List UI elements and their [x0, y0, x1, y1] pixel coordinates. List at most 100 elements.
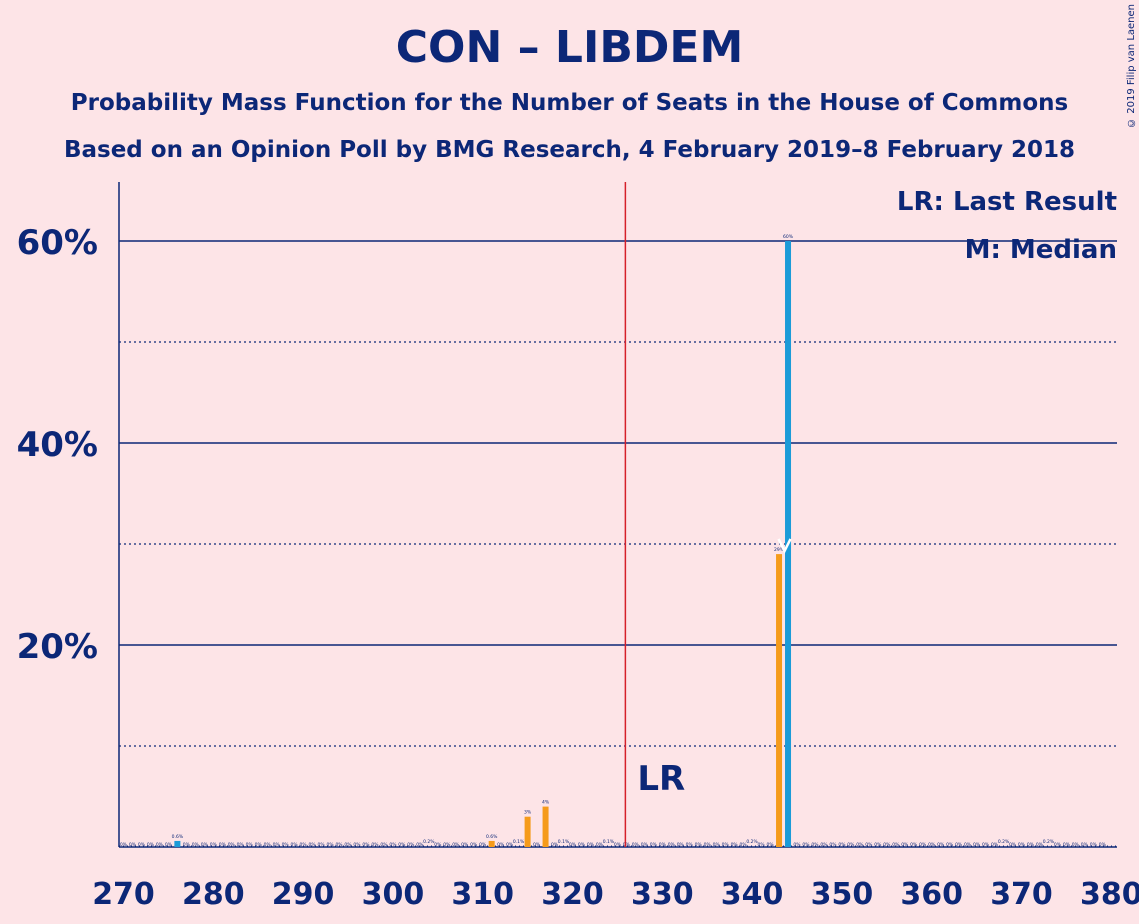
zero-label: 0%: [1036, 842, 1044, 848]
zero-label: 0%: [569, 842, 577, 848]
zero-label: 0%: [964, 842, 972, 848]
zero-label: 0%: [668, 842, 676, 848]
zero-label: 0%: [317, 842, 325, 848]
zero-label: 0%: [210, 842, 218, 848]
x-tick-label: 370: [990, 877, 1053, 912]
bar-con-311: [488, 840, 495, 847]
x-tick-label: 350: [811, 877, 874, 912]
zero-label: 0%: [587, 842, 595, 848]
zero-label: 0%: [811, 842, 819, 848]
zero-label: 0%: [1054, 842, 1062, 848]
zero-label: 0%: [847, 842, 855, 848]
zero-label: 0%: [138, 842, 146, 848]
zero-label: 0%: [883, 842, 891, 848]
x-tick-label: 340: [721, 877, 784, 912]
zero-label: 0%: [946, 842, 954, 848]
zero-label: 0%: [793, 842, 801, 848]
zero-label: 0%: [740, 842, 748, 848]
y-tick-label: 40%: [17, 425, 98, 465]
zero-label: 0%: [300, 842, 308, 848]
zero-label: 0%: [686, 842, 694, 848]
bar-value-label: 0.6%: [172, 834, 184, 840]
zero-label: 0%: [129, 842, 137, 848]
zero-label: 0%: [1099, 842, 1107, 848]
zero-label: 0%: [838, 842, 846, 848]
zero-label: 0%: [291, 842, 299, 848]
zero-label: 0%: [183, 842, 191, 848]
zero-label: 0%: [219, 842, 227, 848]
y-tick-label: 60%: [17, 223, 98, 263]
zero-label: 0%: [434, 842, 442, 848]
small-value-label: 0.2%: [998, 839, 1010, 845]
zero-label: 0%: [614, 842, 622, 848]
zero-label: 0%: [650, 842, 658, 848]
zero-label: 0%: [722, 842, 730, 848]
zero-label: 0%: [623, 842, 631, 848]
zero-label: 0%: [892, 842, 900, 848]
bar-con-315: [524, 816, 531, 847]
last-result-label: LR: [637, 759, 685, 799]
zero-label: 0%: [731, 842, 739, 848]
zero-label: 0%: [910, 842, 918, 848]
legend-last-result: LR: Last Result: [897, 187, 1117, 217]
zero-label: 0%: [398, 842, 406, 848]
small-value-label: 0.2%: [1043, 839, 1055, 845]
zero-label: 0%: [165, 842, 173, 848]
y-tick-label: 20%: [17, 627, 98, 667]
zero-label: 0%: [901, 842, 909, 848]
x-tick-label: 300: [362, 877, 425, 912]
x-tick-label: 330: [631, 877, 694, 912]
zero-label: 0%: [228, 842, 236, 848]
zero-label: 0%: [120, 842, 128, 848]
zero-label: 0%: [937, 842, 945, 848]
zero-label: 0%: [362, 842, 370, 848]
bar-libdem-276: [174, 840, 181, 847]
small-value-label: 0.2%: [746, 839, 758, 845]
zero-label: 0%: [264, 842, 272, 848]
zero-label: 0%: [479, 842, 487, 848]
bar-con-317: [542, 806, 549, 847]
zero-label: 0%: [820, 842, 828, 848]
zero-label: 0%: [353, 842, 361, 848]
zero-label: 0%: [677, 842, 685, 848]
bar-value-label: 3%: [524, 810, 532, 816]
bar-value-label: 60%: [783, 234, 794, 240]
zero-label: 0%: [273, 842, 281, 848]
legend-median: M: Median: [965, 235, 1117, 265]
zero-label: 0%: [802, 842, 810, 848]
chart-title: CON – LIBDEM: [395, 22, 744, 73]
zero-label: 0%: [237, 842, 245, 848]
x-tick-label: 280: [182, 877, 245, 912]
bar-value-label: 29%: [774, 547, 785, 553]
zero-label: 0%: [1009, 842, 1017, 848]
zero-label: 0%: [201, 842, 209, 848]
zero-label: 0%: [407, 842, 415, 848]
zero-label: 0%: [470, 842, 478, 848]
x-tick-label: 320: [541, 877, 604, 912]
zero-label: 0%: [192, 842, 200, 848]
bar-con-343: [776, 554, 783, 847]
zero-label: 0%: [533, 842, 541, 848]
zero-label: 0%: [371, 842, 379, 848]
zero-label: 0%: [632, 842, 640, 848]
zero-label: 0%: [156, 842, 164, 848]
zero-label: 0%: [829, 842, 837, 848]
zero-label: 0%: [659, 842, 667, 848]
zero-label: 0%: [506, 842, 514, 848]
zero-label: 0%: [309, 842, 317, 848]
x-tick-label: 380: [1080, 877, 1139, 912]
small-value-label: 0.1%: [558, 839, 570, 845]
zero-label: 0%: [713, 842, 721, 848]
zero-label: 0%: [991, 842, 999, 848]
zero-label: 0%: [758, 842, 766, 848]
zero-label: 0%: [1090, 842, 1098, 848]
zero-label: 0%: [955, 842, 963, 848]
zero-label: 0%: [641, 842, 649, 848]
zero-label: 0%: [578, 842, 586, 848]
zero-label: 0%: [982, 842, 990, 848]
zero-label: 0%: [695, 842, 703, 848]
small-value-label: 0.1%: [513, 839, 525, 845]
zero-label: 0%: [1027, 842, 1035, 848]
zero-label: 0%: [1072, 842, 1080, 848]
